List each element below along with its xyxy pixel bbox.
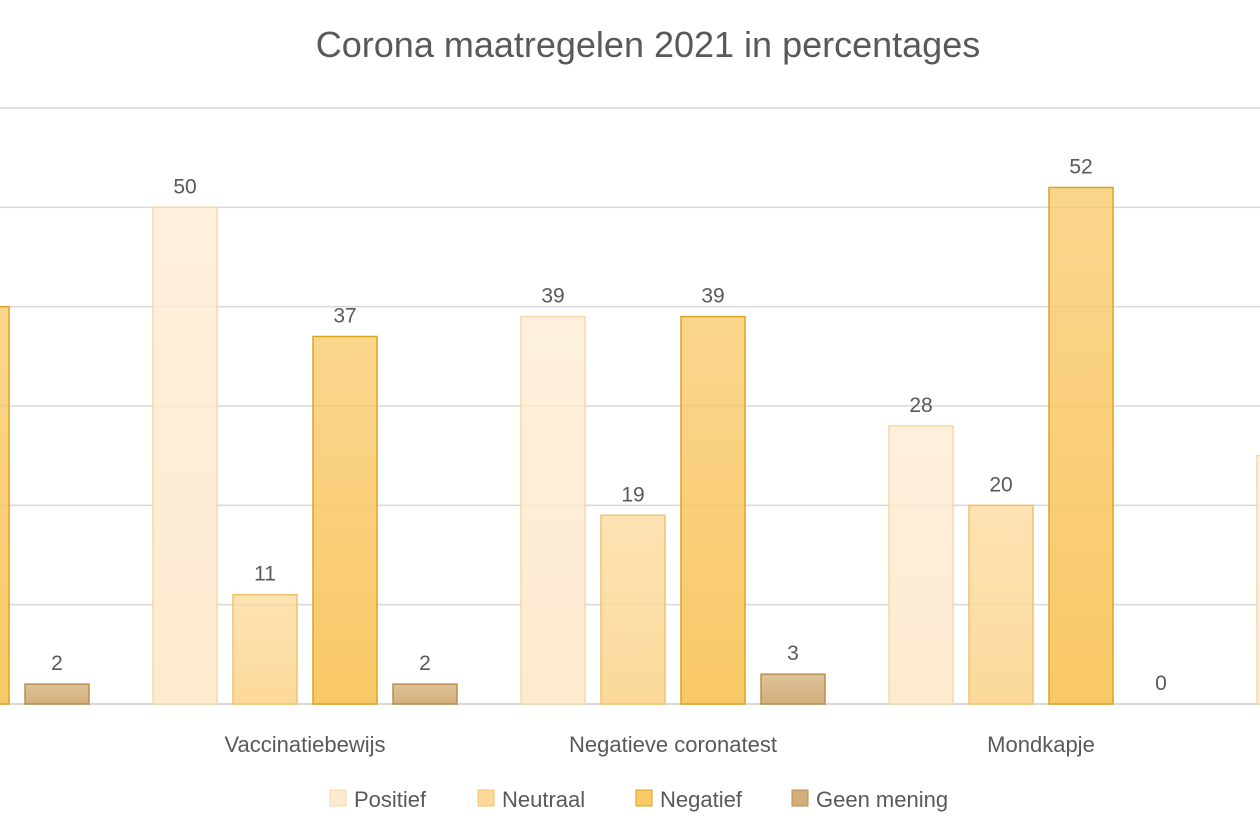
data-label: 19 [621, 483, 644, 506]
legend-swatch [477, 789, 495, 807]
legend: Positief Neutraal Negatief Geen mening [329, 787, 948, 812]
data-label: 0 [1155, 672, 1167, 695]
bar-positief [152, 206, 218, 705]
bar-geen-mening [24, 683, 90, 705]
legend-item-label: Neutraal [502, 787, 585, 812]
legend-item-label: Positief [354, 787, 427, 812]
category-label: Negatieve coronatest [569, 732, 777, 757]
legend-swatch [635, 789, 653, 807]
bar-negatief [312, 335, 378, 705]
legend-item-label: Geen mening [816, 787, 948, 812]
category-label: Mondkapje [987, 732, 1095, 757]
data-labels: 2 50 11 37 2 39 19 39 3 28 20 52 0 [51, 155, 1167, 695]
data-label: 37 [333, 304, 356, 327]
data-label: 50 [173, 175, 196, 198]
bar-neutraal [232, 593, 298, 705]
bar-negatief [680, 315, 746, 705]
bar-positief [1256, 454, 1260, 705]
data-label: 2 [51, 652, 63, 675]
bar-positief [888, 425, 954, 705]
data-label: 52 [1069, 155, 1092, 178]
data-label: 20 [989, 473, 1012, 496]
legend-swatch [329, 789, 347, 807]
data-label: 3 [787, 642, 799, 665]
bar-geen-mening [392, 683, 458, 705]
legend-swatch [791, 789, 809, 807]
data-label: 39 [701, 285, 724, 308]
bar-positief [520, 315, 586, 705]
data-label: 2 [419, 652, 431, 675]
chart-title: Corona maatregelen 2021 in percentages [315, 24, 981, 65]
legend-item-label: Negatief [660, 787, 743, 812]
category-labels: Vaccinatiebewijs Negatieve coronatest Mond… [224, 732, 1094, 757]
category-label: Vaccinatiebewijs [224, 732, 385, 757]
bar-neutraal [968, 504, 1034, 705]
data-label: 39 [541, 285, 564, 308]
bar-negatief [1048, 186, 1114, 705]
bar-geen-mening [760, 673, 826, 705]
data-label: 28 [909, 394, 932, 417]
bar-negatief [0, 305, 10, 705]
data-label: 11 [254, 563, 276, 586]
bar-neutraal [600, 514, 666, 705]
bars [0, 186, 1260, 705]
